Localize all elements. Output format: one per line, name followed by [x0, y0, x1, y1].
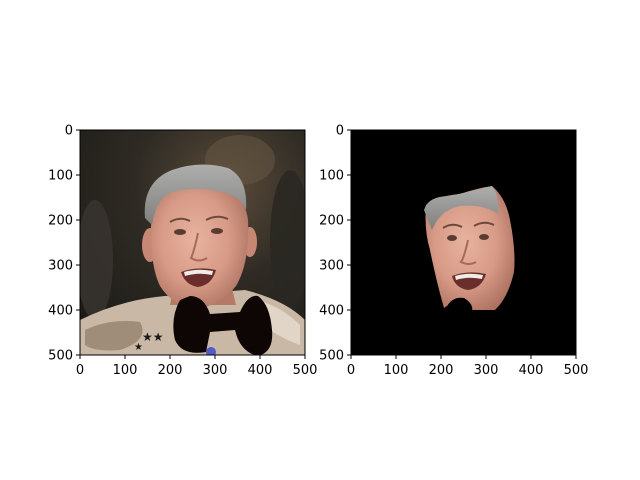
x-tick-label: 100	[384, 363, 409, 378]
x-tick-label: 500	[564, 363, 589, 378]
svg-text:★★: ★★	[142, 330, 164, 344]
y-tick-label: 500	[319, 349, 344, 364]
y-tick-label: 100	[319, 169, 344, 184]
panel-face-mask	[350, 129, 577, 356]
y-tick-label: 200	[48, 214, 73, 229]
x-tick-label: 300	[474, 363, 499, 378]
panel-original: ★★ ★	[79, 129, 306, 356]
svg-text:★: ★	[134, 342, 143, 353]
x-tick-label: 500	[293, 363, 318, 378]
x-tick-label: 400	[248, 363, 273, 378]
masked-face	[351, 130, 576, 355]
x-tick-label: 400	[519, 363, 544, 378]
y-tick-label: 400	[48, 304, 73, 319]
y-tick-label: 300	[48, 259, 73, 274]
y-tick-label: 500	[48, 349, 73, 364]
y-tick-label: 300	[319, 259, 344, 274]
x-tick-label: 0	[347, 363, 355, 378]
x-tick-label: 300	[203, 363, 228, 378]
x-tick-label: 100	[113, 363, 138, 378]
y-tick-label: 0	[65, 124, 73, 139]
y-tick-label: 200	[319, 214, 344, 229]
original-photo: ★★ ★	[80, 130, 305, 355]
y-tick-label: 400	[319, 304, 344, 319]
x-tick-label: 0	[76, 363, 84, 378]
y-tick-label: 100	[48, 169, 73, 184]
y-tick-label: 0	[336, 124, 344, 139]
x-tick-label: 200	[429, 363, 454, 378]
x-tick-label: 200	[158, 363, 183, 378]
